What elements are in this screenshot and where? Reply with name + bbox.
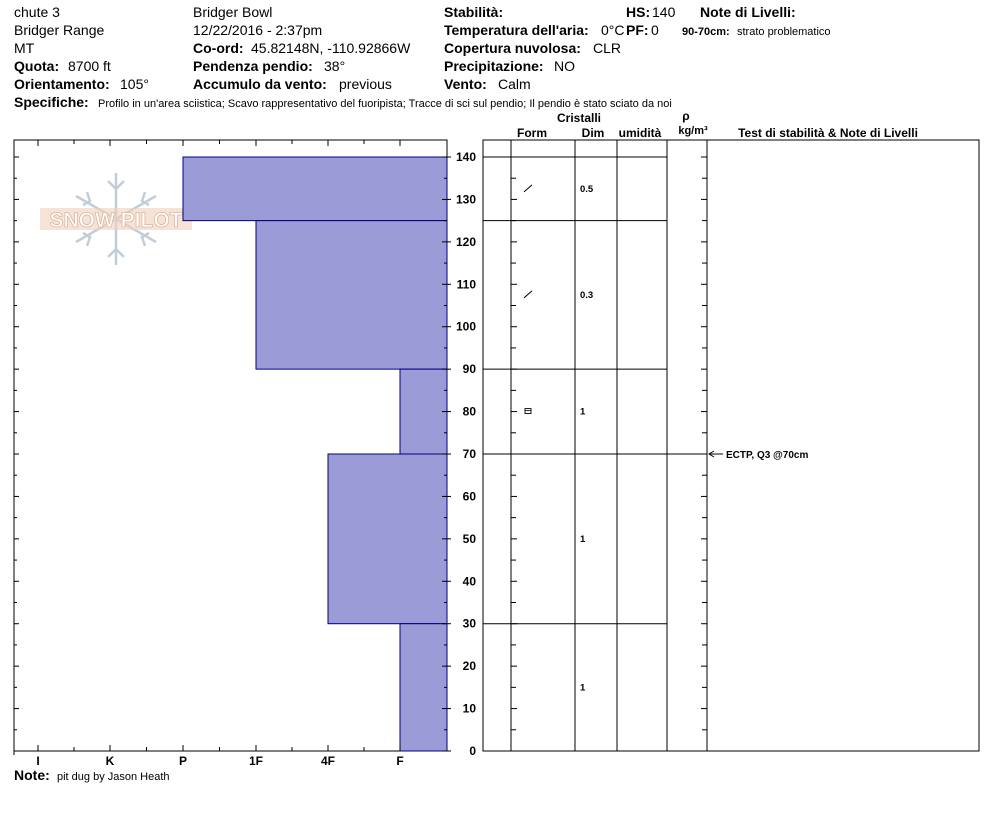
dim-value: 0.5	[580, 184, 594, 195]
y-tick-label: 130	[456, 192, 476, 206]
y-tick-label: 0	[469, 744, 476, 758]
x-tick-label: 1F	[249, 754, 263, 768]
faceted-icon	[524, 408, 532, 415]
y-tick-label: 70	[463, 447, 477, 461]
decomposing-icon	[523, 184, 533, 193]
air-temp-label: Temperatura dell'aria:	[444, 22, 589, 38]
note-text: pit dug by Jason Heath	[57, 771, 170, 783]
slope-value: 38°	[324, 58, 346, 74]
y-tick-label: 100	[456, 320, 476, 334]
decomposing-icon	[523, 290, 533, 299]
wind-value: Calm	[498, 76, 531, 92]
stability-label: Stabilità:	[444, 4, 504, 20]
crystal-table: 0.5 0.3 1 1 1 ECTP, Q3 @70cm	[483, 156, 808, 693]
x-tick-label: I	[36, 754, 39, 768]
note-label: Note:	[14, 767, 50, 783]
sky-label: Copertura nuvolosa:	[444, 40, 581, 56]
test-arrow-head	[708, 450, 715, 458]
col-density-unit: kg/m³	[678, 125, 708, 137]
y-tick-label: 30	[463, 617, 477, 631]
col-dim: Dim	[582, 126, 605, 140]
observation-datetime: 12/22/2016 - 2:37pm	[193, 22, 323, 38]
layer-notes-label: Note di Livelli:	[700, 4, 796, 20]
y-tick-label: 10	[463, 702, 477, 716]
hardness-bar-1	[255, 220, 448, 370]
specifics-text: Profilo in un'area sciistica; Scavo rapp…	[98, 98, 672, 110]
state-name: MT	[14, 40, 35, 56]
layer-note-range: 90-70cm:	[682, 26, 730, 38]
hs-label: HS:	[626, 4, 651, 20]
area-name: Bridger Bowl	[193, 4, 273, 20]
pf-value: 0	[651, 22, 659, 38]
slope-label: Pendenza pendio:	[193, 58, 313, 74]
pf-label: PF:	[626, 22, 649, 38]
wind-load-label: Accumulo da vento:	[193, 76, 327, 92]
elevation-label: Quota:	[14, 58, 60, 74]
y-tick-label: 50	[463, 532, 477, 546]
location-name: chute 3	[14, 4, 60, 20]
y-tick-label: 40	[463, 574, 477, 588]
y-tick-label: 140	[456, 150, 476, 164]
y-tick-label: 60	[463, 489, 477, 503]
wind-load-value: previous	[339, 76, 392, 92]
test-label: ECTP, Q3 @70cm	[726, 450, 808, 461]
y-tick-label: 80	[463, 405, 477, 419]
sky-value: CLR	[593, 40, 622, 56]
col-crystals: Cristalli	[557, 111, 601, 125]
col-density-symbol: ρ	[682, 109, 689, 123]
y-tick-label: 20	[463, 659, 477, 673]
col-moisture: umidità	[619, 126, 662, 140]
x-tick-label: K	[106, 754, 115, 768]
y-tick-label: 90	[463, 362, 477, 376]
hardness-bar-0	[182, 156, 448, 222]
col-form: Form	[517, 126, 547, 140]
wind-label: Vento:	[444, 76, 487, 92]
layer-note-text: strato problematico	[737, 26, 831, 38]
aspect-value: 105°	[120, 76, 149, 92]
precip-label: Precipitazione:	[444, 58, 544, 74]
hs-value: 140	[652, 4, 676, 20]
elevation-value: 8700 ft	[68, 58, 111, 74]
dim-value: 0.3	[580, 290, 593, 301]
air-temp-value: 0°C	[601, 22, 625, 38]
aspect-label: Orientamento:	[14, 76, 110, 92]
x-tick-label: P	[179, 754, 187, 768]
hardness-bar-3	[327, 453, 448, 625]
x-tick-label: F	[396, 754, 403, 768]
precip-value: NO	[554, 58, 575, 74]
y-tick-label: 120	[456, 235, 476, 249]
logo-text: SNOW PILOT	[50, 209, 183, 232]
col-tests: Test di stabilità & Note di Livelli	[738, 126, 918, 140]
hardness-bar-4	[399, 623, 448, 752]
x-tick-label: 4F	[321, 754, 335, 768]
crystal-table-frame	[482, 139, 980, 752]
snowpilot-logo: SNOW PILOT	[40, 173, 192, 265]
range-name: Bridger Range	[14, 22, 105, 38]
y-tick-label: 110	[457, 277, 477, 291]
hardness-bar-2	[399, 368, 448, 455]
dim-value: 1	[580, 407, 586, 418]
coord-value: 45.82148N, -110.92866W	[251, 40, 411, 56]
hardness-layers	[182, 156, 448, 752]
dim-value: 1	[580, 682, 586, 693]
specifics-label: Specifiche:	[14, 94, 89, 110]
coord-label: Co-ord:	[193, 40, 244, 56]
dim-value: 1	[580, 534, 586, 545]
